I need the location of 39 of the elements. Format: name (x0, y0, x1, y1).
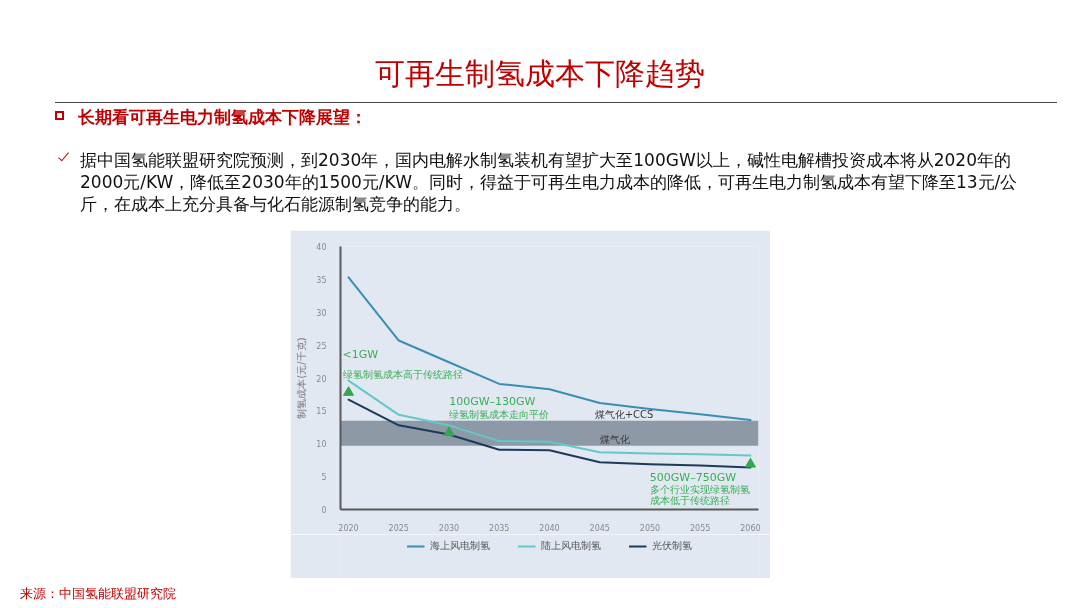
annotation: 100GW–130GW (449, 395, 536, 409)
line-series (347, 379, 752, 457)
x-tick-label: 2060 (740, 523, 761, 533)
y-tick-label: 40 (316, 243, 327, 252)
annotation: 成本低于传统路径 (649, 495, 730, 507)
annotation: <1GW (342, 347, 379, 361)
point (744, 457, 756, 468)
annotation: 500GW–750GW (649, 471, 737, 485)
x-tick-label: 2050 (639, 523, 661, 533)
chart-subtitle: 长期看可再生电力制氢成本下降展望： (78, 106, 367, 129)
y-tick-label: 30 (316, 308, 327, 318)
x-tick-label: 2035 (489, 523, 510, 533)
source-note: 来源：中国氢能联盟研究院 (20, 586, 176, 602)
text: 据中国氢能联盟研究院预测，到2030年，国内电解水制氢装机有望扩大至100GW以上，碱性电解槽投资成本将从2020年的2000元/KW，降低至2030年的1500元/KW。同时，得益于可再生电力成本的降低，可再生电力制氢成本有望下降至13元/公斤，在成本上充分具备与化石能源制氢竞争的能力。 (80, 149, 1018, 215)
annotation: 多个行业实现绿氢制氢 (649, 483, 750, 495)
legend-label: 陆上风电制氢 (540, 539, 601, 553)
x-tick-label: 2030 (438, 523, 460, 533)
annotation: 绿氢制氢成本高于传统路径 (342, 369, 463, 381)
x-tick-label: 2045 (589, 523, 610, 533)
y-tick-label: 0 (321, 506, 327, 515)
y-tick-label: 25 (316, 341, 327, 351)
legend-label: 光伏制氢 (651, 539, 692, 553)
y-tick-label: 15 (316, 407, 327, 417)
annotation: 绿氢制氢成本走向平价 (449, 408, 550, 420)
y-tick-label: 10 (316, 440, 327, 450)
y-tick-label: 20 (316, 374, 327, 384)
annotation: 煤气化+CCS (594, 408, 654, 420)
x-tick-label: 2040 (539, 523, 560, 533)
annotation: 煤气化 (599, 433, 630, 445)
x-tick-label: 2025 (388, 523, 409, 533)
y-tick-label: 35 (316, 275, 327, 285)
point (443, 426, 455, 436)
y-axis-title: 制氢成本(元/千克) (296, 337, 308, 419)
y-tick-label: 5 (321, 473, 327, 483)
legend-label: 海上风电制氢 (429, 539, 490, 553)
chart-title: 可再生制氢成本下降趋势 (374, 56, 706, 92)
point (343, 386, 355, 396)
x-tick-label: 2020 (338, 523, 359, 533)
x-tick-label: 2055 (690, 523, 711, 533)
